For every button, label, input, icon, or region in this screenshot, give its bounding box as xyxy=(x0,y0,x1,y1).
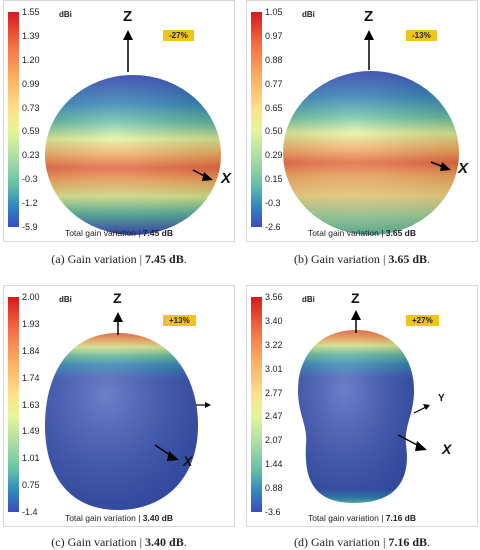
colorbar-tick-label: -3.6 xyxy=(265,507,281,517)
colorbar-tick-label: 0.73 xyxy=(22,102,40,113)
gain-footer: Total gain variation | 3.65 dB xyxy=(307,228,417,238)
percent-badge: -13% xyxy=(406,30,437,41)
z-axis-label: Z xyxy=(351,290,360,306)
y-axis-label: Y xyxy=(438,393,445,404)
colorbar-tick-label: 3.22 xyxy=(265,339,283,350)
unit-label: dBi xyxy=(59,295,72,304)
caption-c: (c) Gain variation | 3.40 dB. xyxy=(51,535,187,549)
gain-footer: Total gain variation | 7.16 dB xyxy=(307,513,417,523)
colorbar-tick-label: -2.6 xyxy=(265,222,281,232)
colorbar-tick-label: 0.99 xyxy=(22,78,40,89)
percent-badge: -27% xyxy=(163,30,194,41)
colorbar-tick-label: 0.75 xyxy=(22,480,40,491)
colorbar-tick-label: 1.01 xyxy=(22,453,40,464)
colorbar-tick-label: 0.50 xyxy=(265,126,283,137)
colorbar-tick-label: -0.3 xyxy=(265,198,281,209)
colorbar-tick-label: 1.84 xyxy=(22,345,40,356)
colorbar-tick-label: 0.59 xyxy=(22,126,40,137)
y-axis-arrow xyxy=(413,406,427,414)
unit-label: dBi xyxy=(302,295,315,304)
panel-c: 2.00 1.93 1.84 1.74 1.63 1.49 1.01 0.75 -1.4 dBi… xyxy=(3,285,235,527)
colorbar-tick-label: 0.97 xyxy=(265,30,283,41)
percent-badge: +27% xyxy=(406,315,439,326)
colorbar-tick-label: 1.63 xyxy=(22,399,40,410)
colorbar-ticks: 1.05 0.97 0.88 0.77 0.65 0.50 0.29 0.15 -0.3 -2.6 xyxy=(265,7,297,232)
colorbar-tick-label: 0.29 xyxy=(265,150,283,161)
colorbar-tick-label: 1.05 xyxy=(265,7,283,17)
x-axis-label: X xyxy=(442,441,452,457)
colorbar-tick-label: 0.15 xyxy=(265,174,283,185)
colorbar-ticks: 1.55 1.39 1.20 0.99 0.73 0.59 0.23 -0.3 -1.2 -5.9 xyxy=(22,7,54,232)
colorbar-tick-label: -1.4 xyxy=(22,507,38,517)
colorbar-tick-label: 1.74 xyxy=(22,372,40,383)
colorbar-tick-label: 1.55 xyxy=(22,7,40,17)
colorbar-ticks: 3.56 3.40 3.22 3.01 2.77 2.47 2.07 1.44 0.88 -3.6 xyxy=(265,292,297,517)
colorbar-tick-label: 1.44 xyxy=(265,459,283,470)
z-axis-label: Z xyxy=(364,8,374,25)
colorbar-tick-label: 2.77 xyxy=(265,387,283,398)
colorbar-tick-label: 1.39 xyxy=(22,30,40,41)
caption-d: (d) Gain variation | 7.16 dB. xyxy=(293,535,431,549)
colorbar-tick-label: -5.9 xyxy=(22,222,38,232)
colorbar-tick-label: 0.65 xyxy=(265,102,283,113)
colorbar-tick-label: 0.88 xyxy=(265,483,283,494)
colorbar-tick-label: 3.56 xyxy=(265,292,283,302)
colorbar-tick-label: 1.49 xyxy=(22,426,40,437)
x-axis-label: X xyxy=(221,170,232,187)
colorbar-tick-label: 2.07 xyxy=(265,435,283,446)
colorbar-tick-label: -1.2 xyxy=(22,198,38,209)
colorbar-tick-label: 3.40 xyxy=(265,315,283,326)
unit-label: dBi xyxy=(302,10,315,19)
colorbar xyxy=(251,12,262,227)
percent-badge: +13% xyxy=(163,315,196,326)
colorbar-tick-label: 2.00 xyxy=(22,292,40,302)
colorbar-tick-label: 1.93 xyxy=(22,318,40,329)
colorbar-tick-label: 1.20 xyxy=(22,54,40,65)
colorbar xyxy=(8,12,19,227)
unit-label: dBi xyxy=(59,10,72,19)
radiation-pattern-c xyxy=(45,312,211,510)
radiation-pattern-d xyxy=(298,310,430,503)
colorbar-tick-label: 3.01 xyxy=(265,363,283,374)
panel-d: 3.56 3.40 3.22 3.01 2.77 2.47 2.07 1.44 0.88 -3.6… xyxy=(246,285,478,527)
gain-footer: Total gain variation | 3.40 dB xyxy=(64,513,174,523)
caption-a: (a) Gain variation | 7.45 dB. xyxy=(51,252,187,266)
colorbar-ticks: 2.00 1.93 1.84 1.74 1.63 1.49 1.01 0.75 -1.4 xyxy=(22,292,54,517)
colorbar-tick-label: -0.3 xyxy=(22,174,38,185)
x-axis-label: X xyxy=(458,160,469,177)
colorbar-tick-label: 0.77 xyxy=(265,78,283,89)
z-axis-label: Z xyxy=(123,8,133,25)
x-axis-label: X xyxy=(183,453,193,469)
radiation-pattern-a xyxy=(45,30,221,235)
colorbar xyxy=(8,297,19,512)
radiation-pattern-b xyxy=(283,30,459,235)
z-axis-label: Z xyxy=(113,290,122,306)
panel-b: 1.05 0.97 0.88 0.77 0.65 0.50 0.29 0.15 -0.3 -2.6… xyxy=(246,0,478,242)
colorbar xyxy=(251,297,262,512)
panel-a: 1.55 1.39 1.20 0.99 0.73 0.59 0.23 -0.3 -1.2 -5.9… xyxy=(3,0,235,242)
colorbar-tick-label: 2.47 xyxy=(265,411,283,422)
caption-b: (b) Gain variation | 3.65 dB. xyxy=(293,252,431,266)
colorbar-tick-label: 0.23 xyxy=(22,150,40,161)
colorbar-tick-label: 0.88 xyxy=(265,54,283,65)
gain-footer: Total gain variation | 7.45 dB xyxy=(64,228,174,238)
